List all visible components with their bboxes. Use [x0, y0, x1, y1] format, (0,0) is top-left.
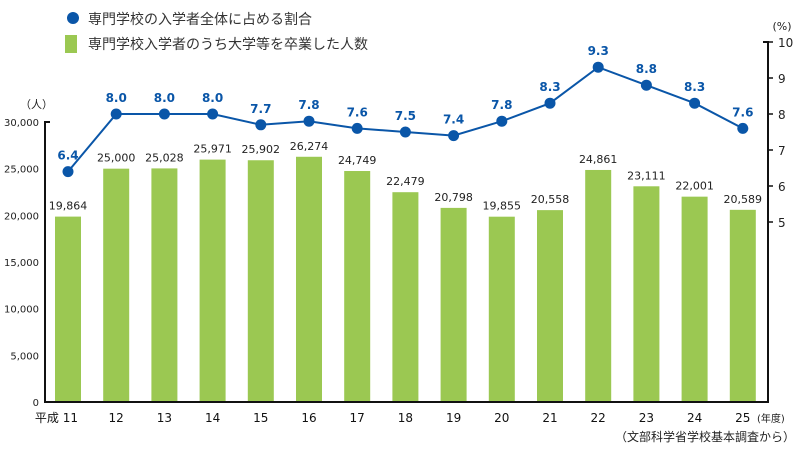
x-tick-label: 17 [350, 411, 365, 425]
line-point [110, 108, 122, 120]
x-tick-label: 平成 11 [35, 411, 78, 425]
x-tick-label: 24 [687, 411, 702, 425]
bar [296, 156, 322, 402]
bar-label: 22,001 [675, 180, 714, 193]
bar [585, 169, 612, 402]
line-point [255, 119, 267, 131]
bar [344, 171, 371, 402]
left-tick-label: 25,000 [4, 165, 39, 176]
right-axis-unit: (%) [772, 20, 791, 33]
x-axis-unit: (年度) [757, 412, 785, 425]
bar-label: 19,864 [49, 200, 88, 213]
bar-label: 24,749 [338, 154, 377, 167]
bar [633, 186, 660, 402]
line-label: 6.4 [57, 149, 78, 163]
x-tick-label: 18 [398, 411, 413, 425]
bar [537, 210, 563, 402]
bar [151, 168, 178, 402]
line-point [303, 115, 315, 127]
line-label: 8.8 [636, 62, 657, 76]
left-tick-label: 30,000 [4, 118, 39, 129]
legend-bar-label: 専門学校入学者のうち大学等を卒業した人数 [88, 36, 368, 53]
line-label: 8.3 [539, 80, 560, 94]
left-tick-label: 0 [33, 398, 39, 409]
line-point [448, 130, 460, 142]
line-point [544, 97, 556, 109]
bar-label: 20,558 [531, 193, 570, 206]
line-label: 7.6 [732, 105, 753, 119]
line-point [592, 61, 604, 73]
line-label: 8.0 [154, 91, 175, 105]
x-tick-label: 25 [735, 411, 750, 425]
bar [681, 196, 708, 402]
line-point [62, 166, 74, 178]
line-point [399, 126, 411, 138]
left-axis-unit: （人） [20, 98, 53, 111]
bar-label: 25,000 [97, 152, 136, 165]
x-tick-label: 19 [446, 411, 461, 425]
x-tick-label: 23 [639, 411, 654, 425]
line-label: 7.7 [250, 102, 271, 116]
bar-label: 24,861 [579, 153, 618, 166]
x-tick-label: 22 [591, 411, 606, 425]
x-tick-label: 14 [205, 411, 220, 425]
bar-label: 25,028 [145, 151, 184, 164]
source-note: （文部科学省学校基本調査から） [615, 429, 795, 444]
bar-label: 25,971 [193, 143, 232, 156]
right-tick-label: 9 [778, 72, 786, 86]
right-tick-label: 7 [778, 144, 786, 158]
bar-label: 20,589 [724, 193, 763, 206]
left-tick-label: 20,000 [4, 211, 39, 222]
x-tick-label: 15 [253, 411, 268, 425]
line-label: 8.3 [684, 80, 705, 94]
legend-line-label: 専門学校の入学者全体に占める割合 [88, 11, 312, 28]
line-label: 7.6 [347, 105, 368, 119]
left-tick-label: 10,000 [4, 305, 39, 316]
x-tick-label: 20 [494, 411, 509, 425]
line-label: 9.3 [588, 44, 609, 58]
line-point [496, 115, 508, 127]
line-label: 7.8 [298, 98, 319, 112]
line-point [737, 122, 749, 134]
bar [440, 207, 467, 402]
x-tick-label: 21 [542, 411, 557, 425]
line-point [640, 79, 652, 91]
line-point [689, 97, 701, 109]
bar-label: 22,479 [386, 175, 425, 188]
bar [55, 216, 81, 402]
x-tick-label: 13 [157, 411, 172, 425]
line-point [351, 122, 363, 134]
bar-label: 20,798 [434, 191, 473, 204]
right-tick-label: 10 [778, 36, 793, 50]
line-label: 7.4 [443, 113, 464, 127]
left-tick-label: 5,000 [10, 351, 39, 362]
axes-frame [44, 41, 769, 403]
bar-label: 25,902 [242, 143, 281, 156]
right-tick-label: 5 [778, 216, 786, 230]
bar [103, 168, 130, 402]
bar [488, 216, 515, 402]
bar-label: 26,274 [290, 140, 329, 153]
bar [392, 192, 419, 402]
line-label: 7.8 [491, 98, 512, 112]
legend-bar-marker [65, 35, 77, 53]
left-tick-label: 15,000 [4, 258, 39, 269]
bar [199, 159, 226, 402]
x-tick-label: 12 [109, 411, 124, 425]
x-tick-label: 16 [301, 411, 316, 425]
line-label: 8.0 [202, 91, 223, 105]
right-tick-label: 6 [778, 180, 786, 194]
bar [729, 209, 756, 402]
line-label: 7.5 [395, 109, 416, 123]
right-tick-label: 8 [778, 108, 786, 122]
legend-line-marker [67, 12, 79, 24]
bar-label: 19,855 [483, 200, 522, 213]
line-point [158, 108, 170, 120]
bar-label: 23,111 [627, 169, 666, 182]
line-point [207, 108, 219, 120]
line-label: 8.0 [106, 91, 127, 105]
bar [247, 160, 274, 402]
